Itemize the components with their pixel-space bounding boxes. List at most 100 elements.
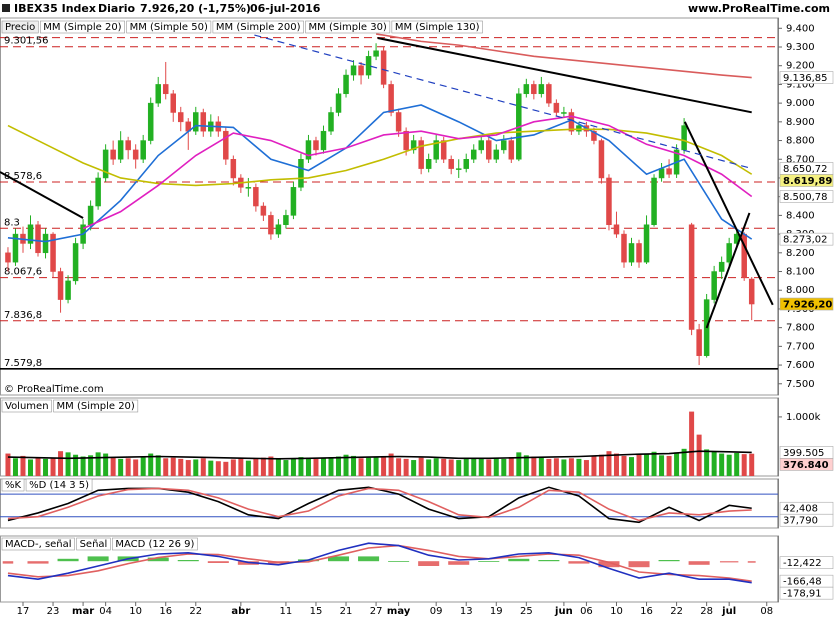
candle-body bbox=[35, 224, 41, 254]
candle-body bbox=[440, 140, 447, 160]
trendline bbox=[705, 212, 751, 329]
candle-body bbox=[155, 84, 161, 104]
series-line bbox=[7, 487, 752, 522]
level-label: 7.579,8 bbox=[4, 358, 42, 369]
volume-bar bbox=[343, 454, 349, 476]
volume-bar bbox=[28, 459, 34, 476]
x-tick-label: mar bbox=[72, 606, 94, 617]
series-line bbox=[7, 542, 752, 584]
y-tick-label: 7.500 bbox=[786, 379, 815, 390]
candle-body bbox=[12, 233, 19, 263]
x-tick-label: 09 bbox=[430, 606, 443, 617]
y-tick-label: 9.000 bbox=[786, 98, 815, 109]
volume-bar bbox=[373, 457, 379, 476]
volume-bar bbox=[591, 456, 597, 476]
candle-body bbox=[448, 159, 454, 169]
candle-body bbox=[313, 140, 319, 151]
volume-bar bbox=[200, 458, 206, 476]
y-tick-label: 8.200 bbox=[786, 248, 815, 259]
legend-box bbox=[126, 20, 212, 34]
volume-bar bbox=[5, 453, 11, 476]
candle-body bbox=[230, 159, 237, 179]
candle-body bbox=[72, 243, 79, 282]
volume-bar bbox=[283, 460, 289, 476]
level-label: 8.067,6 bbox=[4, 267, 42, 278]
candle-body bbox=[501, 140, 507, 151]
x-tick-label: 17 bbox=[17, 606, 30, 617]
volume-bar bbox=[749, 453, 755, 476]
legend-entry: MM (Simple 20) bbox=[43, 22, 121, 33]
end-label: 8.619,89 bbox=[783, 176, 832, 187]
candle-body bbox=[373, 50, 379, 57]
legend-box bbox=[1, 20, 39, 34]
volume-bar bbox=[328, 457, 334, 476]
trendline bbox=[683, 121, 774, 306]
trendline bbox=[254, 34, 752, 170]
date: 06-jul-2016 bbox=[250, 2, 321, 15]
candle-body bbox=[125, 140, 131, 151]
volume-bar bbox=[629, 457, 635, 476]
series-line bbox=[375, 33, 752, 79]
candle-body bbox=[223, 130, 229, 160]
candle-body bbox=[350, 65, 357, 76]
candle-body bbox=[658, 168, 665, 179]
candle-body bbox=[178, 112, 184, 123]
x-tick-label: jul bbox=[721, 606, 736, 617]
volume-bar bbox=[155, 455, 161, 476]
volume-bar bbox=[719, 453, 725, 476]
series-line bbox=[7, 124, 753, 187]
candle-body bbox=[410, 140, 417, 151]
volume-bar bbox=[260, 457, 266, 476]
volume-bar bbox=[178, 458, 184, 476]
volume-bar bbox=[43, 458, 49, 476]
end-label: -166,48 bbox=[783, 577, 822, 588]
histogram-bar bbox=[418, 561, 440, 566]
y-tick-label: 8.100 bbox=[786, 267, 815, 278]
end-label: 9.136,85 bbox=[783, 73, 828, 84]
candle-body bbox=[335, 93, 342, 113]
y-tick-label: 7.700 bbox=[786, 341, 815, 352]
y-tick-label: 1.000k bbox=[786, 412, 821, 423]
end-label-box bbox=[779, 556, 834, 569]
candle-body bbox=[290, 187, 297, 216]
candle-body bbox=[50, 233, 56, 272]
volume-bar bbox=[388, 453, 394, 476]
legend-entry: MM (Simple 130) bbox=[395, 22, 480, 33]
volume-bar bbox=[471, 458, 477, 476]
level-label: 7.836,8 bbox=[4, 310, 42, 321]
x-tick-label: 15 bbox=[310, 606, 323, 617]
histogram-bar bbox=[719, 561, 739, 563]
candle-body bbox=[711, 271, 717, 300]
volume-bar bbox=[58, 451, 64, 476]
candle-body bbox=[65, 280, 71, 300]
legend-entry: %D (14 3 5) bbox=[29, 480, 89, 491]
y-tick-label: 9.100 bbox=[786, 79, 815, 90]
candle-body bbox=[613, 224, 620, 235]
candle-body bbox=[275, 224, 282, 235]
y-tick-label: 8.000 bbox=[786, 285, 815, 296]
legend-entry: MACD-, señal bbox=[5, 539, 72, 550]
y-tick-label: 8.800 bbox=[786, 136, 815, 147]
volume-bar bbox=[95, 452, 101, 476]
x-tick-label: may bbox=[387, 606, 411, 617]
volume-bar bbox=[80, 456, 86, 476]
volume-bar bbox=[403, 458, 409, 476]
candle-body bbox=[5, 252, 11, 263]
legend-box bbox=[1, 537, 75, 551]
volume-bar bbox=[538, 457, 544, 476]
candle-body bbox=[546, 84, 552, 104]
volume-bar bbox=[486, 459, 492, 476]
end-label: 42,408 bbox=[783, 504, 818, 515]
series-line bbox=[7, 544, 752, 582]
volume-bar bbox=[215, 461, 221, 476]
candle-body bbox=[42, 233, 49, 254]
legend-entry: %K bbox=[5, 480, 22, 491]
candle-body bbox=[260, 205, 267, 216]
volume-bar bbox=[456, 460, 462, 476]
volume-bar bbox=[523, 455, 529, 476]
volume-bar bbox=[598, 454, 604, 476]
end-label: 7.926,20 bbox=[783, 300, 832, 311]
source: www.ProRealTime.com bbox=[688, 2, 830, 15]
volume-bar bbox=[741, 454, 747, 476]
end-label-box bbox=[779, 190, 834, 203]
